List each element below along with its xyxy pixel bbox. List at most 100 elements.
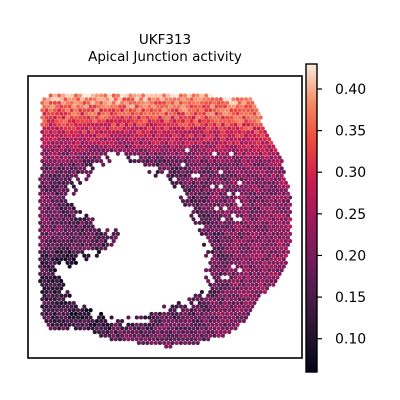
- spot: [48, 268, 53, 273]
- spot: [189, 104, 194, 109]
- spot: [216, 159, 221, 164]
- spot: [115, 326, 120, 331]
- spot: [214, 111, 219, 116]
- spot: [252, 249, 257, 255]
- spot: [46, 133, 51, 138]
- spot: [141, 137, 146, 142]
- spot: [109, 322, 114, 327]
- spot: [101, 235, 106, 240]
- spot: [233, 253, 238, 258]
- spot: [210, 308, 215, 313]
- spot: [65, 122, 70, 127]
- spot: [130, 126, 135, 131]
- spot: [269, 199, 274, 204]
- spot: [267, 282, 272, 287]
- spot: [222, 162, 228, 167]
- spot: [170, 93, 175, 98]
- spot: [141, 108, 146, 113]
- spot: [239, 213, 244, 218]
- spot: [176, 155, 181, 160]
- spot: [46, 257, 51, 262]
- spot: [178, 195, 183, 200]
- spot: [214, 235, 219, 240]
- spot: [279, 209, 284, 215]
- spot: [80, 97, 85, 102]
- spot: [111, 144, 116, 149]
- spot: [61, 246, 66, 251]
- spot: [189, 133, 194, 138]
- spot: [84, 235, 89, 240]
- spot: [273, 235, 278, 240]
- spot: [233, 246, 238, 251]
- spot: [40, 224, 45, 229]
- spot: [44, 275, 49, 280]
- spot: [103, 246, 108, 251]
- spot: [44, 319, 49, 324]
- spot: [84, 220, 89, 225]
- spot: [252, 177, 257, 182]
- spot: [210, 264, 215, 269]
- spot: [80, 104, 85, 109]
- spot: [159, 104, 165, 109]
- spot: [128, 159, 133, 164]
- spot: [99, 122, 104, 127]
- spot: [254, 246, 259, 251]
- spot: [105, 148, 110, 153]
- spot: [193, 169, 198, 175]
- spot: [120, 333, 125, 338]
- spot: [191, 297, 196, 302]
- spot: [86, 108, 91, 113]
- spot: [262, 289, 267, 295]
- spot: [40, 100, 45, 105]
- spot: [214, 293, 219, 298]
- spot: [206, 133, 211, 138]
- spot: [243, 184, 249, 189]
- spot: [94, 93, 99, 98]
- spot: [57, 217, 62, 222]
- spot: [71, 322, 76, 327]
- spot: [271, 202, 276, 207]
- spot: [65, 108, 70, 113]
- spot: [180, 177, 186, 182]
- spot: [254, 122, 259, 127]
- spot: [138, 322, 144, 327]
- spot: [218, 228, 223, 233]
- spot: [271, 180, 276, 185]
- spot: [227, 249, 232, 255]
- spot: [252, 271, 257, 276]
- spot: [262, 246, 267, 251]
- spot: [178, 151, 183, 156]
- spot: [241, 275, 246, 280]
- spot: [54, 155, 60, 160]
- spot: [92, 242, 97, 247]
- spot: [208, 188, 213, 193]
- spot: [227, 119, 232, 124]
- spot: [59, 140, 64, 145]
- spot: [159, 169, 165, 175]
- spot: [197, 104, 202, 109]
- spot: [243, 148, 249, 153]
- spot: [90, 93, 95, 98]
- spot: [73, 159, 78, 164]
- spot: [248, 184, 253, 189]
- spot: [189, 300, 194, 306]
- spot: [59, 111, 64, 116]
- spot: [235, 315, 240, 320]
- spot: [90, 326, 95, 331]
- spot: [61, 93, 66, 98]
- spot: [38, 177, 43, 182]
- spot: [149, 108, 154, 113]
- spot: [99, 108, 104, 113]
- spot: [138, 315, 144, 320]
- spot: [42, 264, 47, 269]
- spot: [128, 333, 133, 338]
- spot: [94, 144, 99, 149]
- spot: [260, 140, 265, 145]
- spot: [229, 319, 234, 324]
- spot: [191, 326, 196, 331]
- spot: [271, 159, 276, 164]
- spot: [256, 249, 261, 255]
- spot: [269, 140, 274, 145]
- spot: [44, 173, 49, 178]
- spot: [176, 337, 181, 342]
